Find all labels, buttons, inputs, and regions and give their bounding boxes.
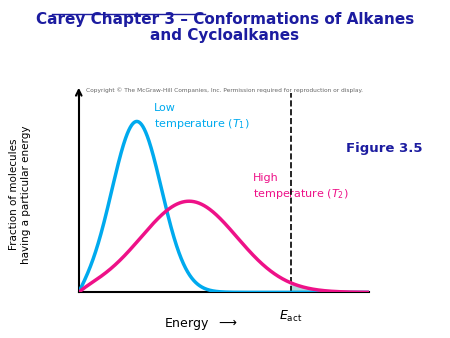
Text: and Cycloalkanes: and Cycloalkanes bbox=[150, 28, 300, 43]
Text: Figure 3.5: Figure 3.5 bbox=[346, 142, 423, 155]
Text: Copyright © The McGraw-Hill Companies, Inc. Permission required for reproduction: Copyright © The McGraw-Hill Companies, I… bbox=[86, 87, 364, 93]
Text: Fraction of molecules
having a particular energy: Fraction of molecules having a particula… bbox=[9, 125, 31, 264]
Text: $E_\mathrm{act}$: $E_\mathrm{act}$ bbox=[279, 309, 302, 323]
Text: High
temperature ($T_2$): High temperature ($T_2$) bbox=[253, 173, 348, 201]
Text: Low
temperature ($T_1$): Low temperature ($T_1$) bbox=[154, 103, 250, 131]
Text: Carey Chapter 3 – Conformations of Alkanes: Carey Chapter 3 – Conformations of Alkan… bbox=[36, 12, 414, 27]
Text: Energy  $\longrightarrow$: Energy $\longrightarrow$ bbox=[164, 316, 238, 332]
